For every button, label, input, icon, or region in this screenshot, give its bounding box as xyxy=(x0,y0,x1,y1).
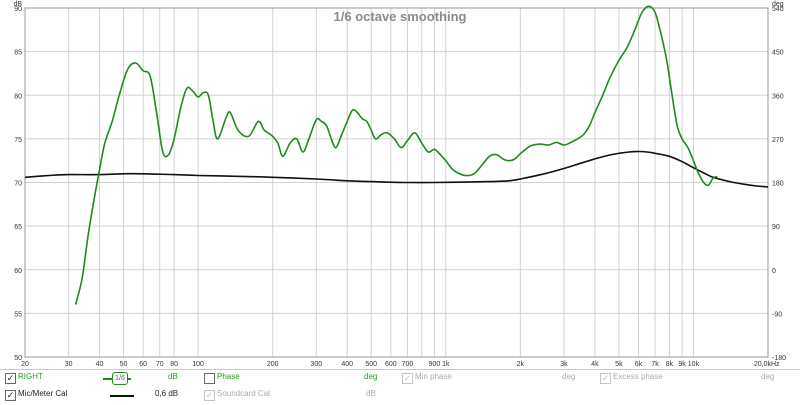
y2-tick-label: 270 xyxy=(772,137,784,144)
y-tick-label: 85 xyxy=(14,50,22,57)
excess-phase-label: Excess phase xyxy=(613,372,663,381)
cal-label: Mic/Meter Cal xyxy=(18,389,68,398)
soundcard-label: Soundcard Cal xyxy=(217,389,270,398)
x-tick-label: 20,0k xyxy=(754,361,772,368)
y2-tick-label: 360 xyxy=(772,93,784,100)
x-tick-label: 3k xyxy=(560,361,568,368)
y2-unit-label: deg xyxy=(772,1,784,8)
y2-tick-label: 180 xyxy=(772,181,784,188)
x-tick-label: 600 xyxy=(385,361,397,368)
x-tick-label: 900 xyxy=(429,361,441,368)
x-tick-label: 500 xyxy=(365,361,377,368)
x-tick-label: 8k xyxy=(666,361,674,368)
cal-checkbox[interactable]: ✓ xyxy=(5,390,16,401)
y-tick-label: 75 xyxy=(14,137,22,144)
phase-label: Phase xyxy=(217,372,240,381)
x-tick-label: 400 xyxy=(341,361,353,368)
excess-phase-unit: deg xyxy=(761,372,775,381)
right-label: RIGHT xyxy=(18,372,43,381)
axis-labels: 908580757065605550dB540450360270180900-9… xyxy=(13,1,786,368)
min-phase-checkbox[interactable]: ✓ xyxy=(402,373,413,384)
legend-row-cal: ✓ Mic/Meter Cal 0,6 dB ✓ Soundcard Cal d… xyxy=(0,387,800,404)
x-tick-label: 1k xyxy=(442,361,450,368)
series-line-right xyxy=(74,5,718,305)
x-tick-label: 80 xyxy=(170,361,178,368)
x-tick-label: 2k xyxy=(517,361,525,368)
x-tick-label: 700 xyxy=(402,361,414,368)
min-phase-label: Min phase xyxy=(415,372,452,381)
min-phase-unit: deg xyxy=(562,372,576,381)
y2-tick-label: -180 xyxy=(772,355,786,362)
y-tick-label: 80 xyxy=(14,93,22,100)
y-tick-label: 60 xyxy=(14,268,22,275)
right-checkbox[interactable]: ✓ xyxy=(5,373,16,384)
y2-tick-label: 0 xyxy=(772,268,776,275)
series-lines xyxy=(24,5,769,305)
x-unit-label: Hz xyxy=(771,361,780,368)
x-tick-label: 20 xyxy=(21,361,29,368)
x-tick-label: 7k xyxy=(651,361,659,368)
y2-tick-label: 450 xyxy=(772,50,784,57)
x-tick-label: 30 xyxy=(65,361,73,368)
x-tick-label: 6k xyxy=(635,361,643,368)
soundcard-checkbox[interactable]: ✓ xyxy=(204,390,215,401)
x-tick-label: 60 xyxy=(139,361,147,368)
legend-panel: ✓ RIGHT 1/6 dB Phase deg ✓ Min phase deg… xyxy=(0,369,800,405)
phase-checkbox[interactable] xyxy=(204,373,215,384)
y2-tick-label: 90 xyxy=(772,224,780,231)
smoothing-button[interactable]: 1/6 xyxy=(112,372,128,385)
y2-tick-label: -90 xyxy=(772,311,782,318)
y-tick-label: 50 xyxy=(14,355,22,362)
x-tick-label: 5k xyxy=(615,361,623,368)
y-tick-label: 70 xyxy=(14,181,22,188)
right-unit: dB xyxy=(168,372,178,381)
plot-frame xyxy=(24,7,769,358)
cal-value: 0,6 dB xyxy=(155,389,179,398)
x-tick-label: 200 xyxy=(267,361,279,368)
phase-unit: deg xyxy=(364,372,378,381)
x-tick-label: 70 xyxy=(156,361,164,368)
x-tick-label: 40 xyxy=(96,361,104,368)
y-unit-label: dB xyxy=(13,1,22,8)
x-tick-label: 300 xyxy=(310,361,322,368)
series-line-mic-meter-cal xyxy=(24,150,769,188)
y-tick-label: 55 xyxy=(14,311,22,318)
y-tick-label: 90 xyxy=(14,6,22,13)
soundcard-unit: dB xyxy=(366,389,376,398)
y-tick-label: 65 xyxy=(14,224,22,231)
x-tick-label: 9k xyxy=(678,361,686,368)
x-tick-label: 100 xyxy=(192,361,204,368)
legend-row-right: ✓ RIGHT 1/6 dB Phase deg ✓ Min phase deg… xyxy=(0,370,800,387)
y2-tick-label: 540 xyxy=(772,6,784,13)
excess-phase-checkbox[interactable]: ✓ xyxy=(600,373,611,384)
x-tick-label: 4k xyxy=(591,361,599,368)
x-tick-label: 10k xyxy=(688,361,700,368)
chart-title: 1/6 octave smoothing xyxy=(334,9,467,24)
x-tick-label: 50 xyxy=(120,361,128,368)
frequency-response-chart: 1/6 octave smoothing 90 85 80 75 70 65 60 55 50 d… xyxy=(13,1,786,368)
cal-line-swatch xyxy=(110,395,134,397)
